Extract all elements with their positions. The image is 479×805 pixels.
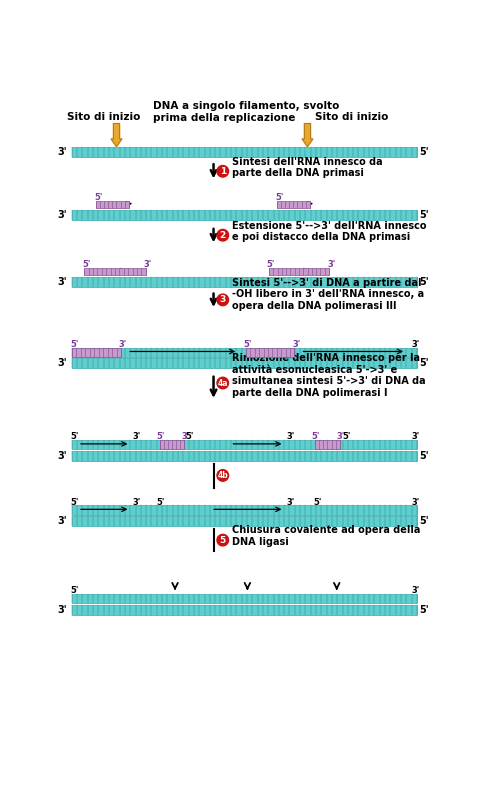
- Text: 5': 5': [94, 193, 103, 202]
- Circle shape: [217, 378, 228, 389]
- Text: 4a: 4a: [217, 378, 228, 387]
- Text: 3': 3': [411, 432, 420, 441]
- Bar: [72, 147, 417, 157]
- Text: 3': 3': [411, 497, 420, 507]
- Bar: [315, 440, 340, 449]
- Text: 3': 3': [57, 277, 67, 287]
- Text: 5': 5': [419, 277, 429, 287]
- Bar: [72, 358, 417, 369]
- Text: 3': 3': [182, 432, 190, 441]
- Polygon shape: [111, 123, 122, 147]
- Text: 1: 1: [220, 167, 226, 175]
- Text: 5': 5': [419, 358, 429, 369]
- Bar: [84, 267, 146, 275]
- Bar: [72, 506, 417, 514]
- Text: 5': 5': [70, 497, 79, 507]
- Bar: [72, 516, 417, 526]
- Text: 5': 5': [70, 586, 79, 596]
- Text: 3': 3': [287, 497, 295, 507]
- Text: Sintesi 5'-->3' di DNA a partire dal
-OH libero in 3' dell'RNA innesco, a
opera : Sintesi 5'-->3' di DNA a partire dal -OH…: [232, 278, 424, 311]
- Text: 3': 3': [133, 497, 141, 507]
- Text: 3': 3': [287, 432, 295, 441]
- Text: 5': 5': [186, 432, 194, 441]
- Text: 5': 5': [419, 451, 429, 460]
- Text: 3': 3': [57, 147, 67, 157]
- Bar: [72, 348, 121, 357]
- Bar: [277, 200, 310, 208]
- Circle shape: [217, 229, 228, 241]
- Text: 5': 5': [243, 340, 252, 349]
- Text: 3': 3': [411, 340, 420, 349]
- Text: 3': 3': [57, 516, 67, 526]
- Bar: [72, 348, 417, 357]
- Text: 3': 3': [118, 340, 126, 349]
- Text: 3': 3': [292, 340, 300, 349]
- Text: 3': 3': [328, 260, 336, 269]
- Polygon shape: [302, 123, 313, 147]
- Text: Estensione 5'-->3' dell'RNA innesco
e poi distacco della DNA primasi: Estensione 5'-->3' dell'RNA innesco e po…: [232, 221, 426, 242]
- Circle shape: [217, 469, 228, 481]
- Text: 5': 5': [157, 497, 165, 507]
- Bar: [72, 605, 417, 615]
- Text: 5': 5': [267, 260, 275, 269]
- Text: 3': 3': [144, 260, 152, 269]
- Bar: [269, 267, 329, 275]
- Bar: [72, 440, 417, 449]
- Text: Sintesi dell'RNA innesco da
parte della DNA primasi: Sintesi dell'RNA innesco da parte della …: [232, 157, 383, 178]
- Text: 5': 5': [419, 210, 429, 220]
- Text: 3': 3': [57, 358, 67, 369]
- Bar: [72, 451, 417, 460]
- Text: 5': 5': [157, 432, 165, 441]
- Text: 5: 5: [220, 535, 226, 545]
- Text: 3': 3': [57, 605, 67, 615]
- Text: 5': 5': [314, 497, 322, 507]
- Text: 3': 3': [133, 432, 141, 441]
- Text: 3': 3': [337, 432, 345, 441]
- Text: 5': 5': [419, 516, 429, 526]
- Text: 5': 5': [419, 605, 429, 615]
- Circle shape: [217, 294, 228, 306]
- Text: Sito di inizio: Sito di inizio: [67, 113, 141, 122]
- Text: 5': 5': [70, 432, 79, 441]
- Text: Rimozione dell'RNA innesco per la
attività esonucleasica 5'->3' e
simultanea sin: Rimozione dell'RNA innesco per la attivi…: [232, 353, 426, 398]
- Bar: [72, 210, 417, 220]
- Text: 3': 3': [57, 210, 67, 220]
- Text: 2: 2: [220, 231, 226, 240]
- Text: 5': 5': [311, 432, 319, 441]
- Text: DNA a singolo filamento, svolto
prima della replicazione: DNA a singolo filamento, svolto prima de…: [153, 101, 340, 123]
- Bar: [160, 440, 184, 449]
- Bar: [96, 200, 129, 208]
- Text: 5': 5': [70, 340, 79, 349]
- Text: 5': 5': [342, 432, 351, 441]
- Text: 5': 5': [82, 260, 90, 269]
- Text: 5': 5': [275, 193, 284, 202]
- Circle shape: [217, 535, 228, 546]
- Bar: [246, 348, 295, 357]
- Circle shape: [217, 166, 228, 177]
- Text: 4b: 4b: [217, 471, 228, 480]
- Text: 3: 3: [220, 295, 226, 304]
- Text: 3': 3': [57, 451, 67, 460]
- Text: 5': 5': [419, 147, 429, 157]
- Text: 3': 3': [411, 586, 420, 596]
- Bar: [72, 594, 417, 603]
- Text: Sito di inizio: Sito di inizio: [315, 113, 388, 122]
- Text: Chiusura covalente ad opera della
DNA ligasi: Chiusura covalente ad opera della DNA li…: [232, 526, 421, 547]
- Bar: [72, 277, 417, 287]
